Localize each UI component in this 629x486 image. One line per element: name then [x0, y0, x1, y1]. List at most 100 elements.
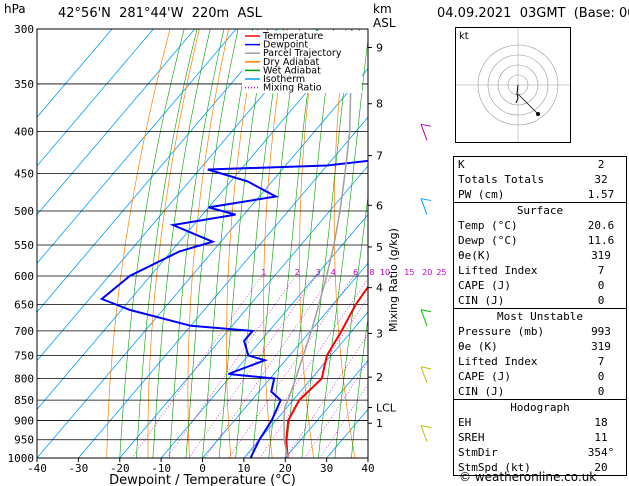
dewpoint-line: [99, 159, 368, 458]
mixing-ratio-label: 8: [369, 268, 374, 277]
isotherm-line: [78, 116, 368, 458]
mixing-ratio-label: 20: [422, 268, 432, 277]
surface-li-label: Lifted Index: [458, 264, 538, 277]
x-axis-label: Dewpoint / Temperature (°C): [109, 473, 296, 486]
surface-temp-label: Temp (°C): [458, 219, 518, 232]
wind-barb: [420, 309, 428, 326]
sreh-value: 11: [594, 431, 608, 444]
surface-cin-label: CIN (J): [458, 294, 505, 307]
pressure-tick-label: 550: [14, 239, 34, 252]
pressure-tick-label: 850: [14, 394, 34, 407]
km-tick-label: 5: [376, 241, 383, 254]
surface-li-value: 7: [597, 264, 605, 277]
legend-entry: Isotherm: [263, 74, 305, 85]
skew-t-diagram: 1 2 3 4 6 8 10 15 20 2530035040045050055060065070…: [8, 23, 452, 486]
mixing-ratio-line: [166, 275, 296, 458]
wet-adiabat-line: [351, 316, 368, 458]
pressure-tick-label: 300: [14, 23, 34, 36]
mixing-ratio-label: 25: [436, 268, 446, 277]
pw-label: PW (cm): [458, 188, 505, 201]
isotherm-line: [37, 29, 237, 264]
x-tick-label: 10: [237, 462, 250, 475]
x-tick-label: -30: [68, 462, 88, 475]
x-tick-label: 0: [199, 462, 206, 475]
surface-temp-value: 20.6: [587, 219, 615, 232]
isotherm-line: [37, 29, 320, 362]
mu-cin-label: CIN (J): [458, 385, 505, 398]
wind-barb-flag: [420, 425, 432, 429]
km-tick-label: 1: [376, 417, 383, 430]
isotherm-line: [160, 214, 368, 458]
mu-cin-value: 0: [597, 385, 605, 398]
mixing-ratio-line: [188, 275, 317, 458]
most-unstable-header: Most Unstable: [496, 310, 584, 323]
isotherm-line: [243, 311, 368, 458]
storm-speed-label: StmSpd (kt): [458, 461, 531, 474]
wind-barb: [420, 198, 428, 215]
mixing-ratio-label: 2: [295, 268, 300, 277]
pressure-tick-label: 700: [14, 325, 34, 338]
x-tick-label: 40: [361, 462, 374, 475]
km-tick-label: 8: [376, 98, 383, 111]
hpa-unit-label: hPa: [4, 2, 26, 16]
legend-entry: Wet Adiabat: [263, 65, 321, 76]
storm-dir-value: 354°: [587, 446, 615, 459]
parcel-trajectory-line: [283, 29, 353, 458]
surface-cin-value: 0: [597, 294, 605, 307]
credit-link[interactable]: © weatheronline.co.uk: [459, 470, 597, 484]
sreh-label: SREH: [458, 431, 485, 444]
x-tick-label: 30: [320, 462, 333, 475]
mixing-ratio-line: [304, 361, 368, 458]
mu-cape-label: CAPE (J): [458, 370, 511, 383]
mixing-ratio-label: 15: [404, 268, 414, 277]
mu-li-label: Lifted Index: [458, 355, 538, 368]
isotherm-line: [284, 360, 368, 458]
hodograph-header: Hodograph: [510, 401, 570, 414]
isotherm-line: [202, 262, 368, 458]
legend-entry: Mixing Ratio: [263, 83, 322, 94]
dry-adiabat-line: [432, 29, 452, 458]
surface-dewp-label: Dewp (°C): [458, 234, 518, 247]
pressure-tick-label: 400: [14, 126, 34, 139]
temperature-line: [285, 285, 368, 458]
hodograph-unit-label: kt: [459, 31, 469, 42]
eh-label: EH: [458, 416, 472, 429]
x-tick-label: -20: [110, 462, 130, 475]
pressure-tick-label: 450: [14, 167, 34, 180]
mu-theta-label: θe (K): [458, 340, 498, 353]
pressure-tick-label: 600: [14, 270, 34, 283]
wind-barb: [420, 124, 428, 141]
x-tick-label: -40: [27, 462, 47, 475]
wind-barb-flag: [420, 366, 432, 370]
surface-header: Surface: [516, 204, 564, 217]
legend-box: [242, 31, 362, 93]
pressure-tick-label: 800: [14, 372, 34, 385]
pressure-tick-label: 500: [14, 205, 34, 218]
isotherm-line: [37, 29, 361, 410]
km-tick-label: 2: [376, 371, 383, 384]
legend-entry: Parcel Trajectory: [263, 48, 342, 59]
km-tick-label: 6: [376, 199, 383, 212]
surface-cape-value: 0: [597, 279, 605, 292]
mixing-ratio-line: [131, 275, 263, 458]
datetime-title: 04.09.2021 03GMT (Base: 00): [437, 6, 629, 21]
dry-adiabat-line: [400, 29, 437, 458]
location-title: 42°56'N 281°44'W 220m ASL: [58, 6, 262, 21]
wind-barb-flag: [420, 123, 432, 127]
legend-entry: Temperature: [262, 31, 323, 42]
km-tick-label: LCL: [376, 402, 397, 415]
pw-value: 1.57: [587, 188, 615, 201]
index-panel: K 2 Totals Totals 32 PW (cm) 1.57 Surface T…: [453, 156, 627, 476]
asl-unit-label: ASL: [373, 16, 396, 30]
km-unit-label: km: [373, 2, 392, 16]
pressure-tick-label: 350: [14, 78, 34, 91]
totals-totals-value: 32: [594, 173, 608, 186]
storm-motion-dot: [536, 112, 540, 116]
pressure-tick-label: 1000: [8, 452, 35, 465]
k-index-label: K: [458, 158, 465, 171]
wind-barb-flag: [420, 198, 432, 202]
isotherm-line: [37, 29, 154, 167]
pressure-tick-label: 750: [14, 349, 34, 362]
hodograph-trace: [515, 84, 519, 104]
